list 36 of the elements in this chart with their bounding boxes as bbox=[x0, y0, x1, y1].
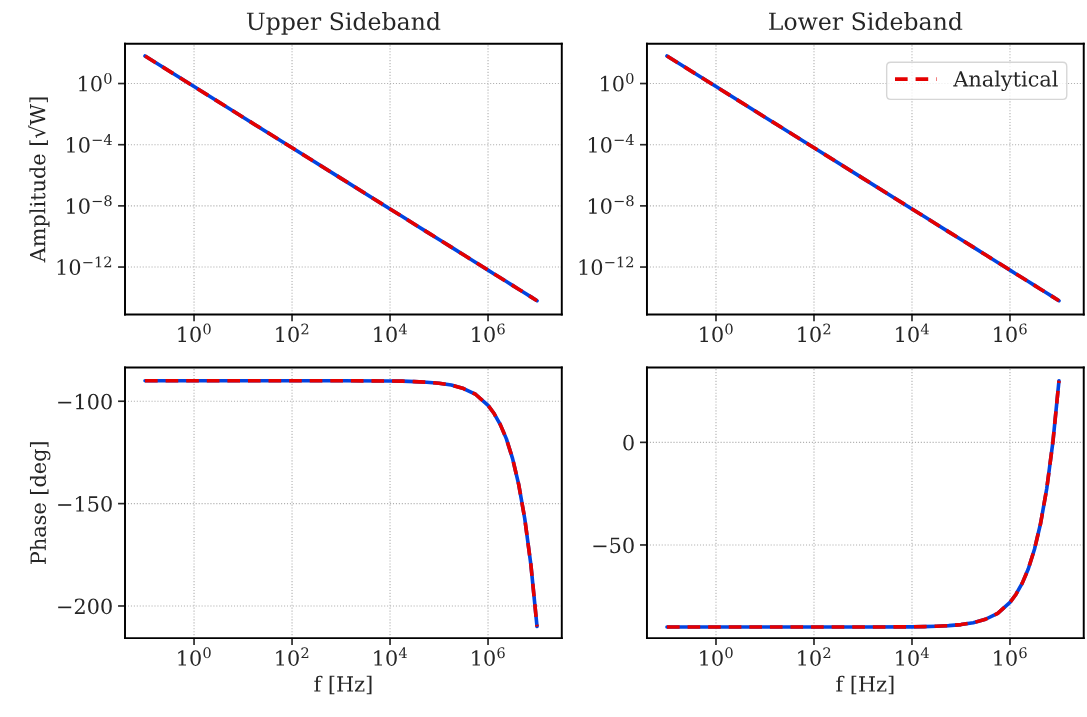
x-tick-label: 10$^{4}$ bbox=[374, 647, 407, 666]
y-tick-label: 0 bbox=[623, 434, 634, 451]
y-tick-label: 10$^{−12}$ bbox=[579, 256, 634, 276]
y-axis-title: Amplitude [√W] bbox=[28, 97, 50, 263]
x-tick-label: 10$^{0}$ bbox=[178, 647, 211, 666]
y-tick-label: 10$^{−4}$ bbox=[588, 134, 634, 153]
x-tick-label: 10$^{6}$ bbox=[472, 323, 505, 343]
x-tick-label: 10$^{2}$ bbox=[798, 323, 831, 343]
x-axis-title: f [Hz] bbox=[314, 675, 372, 695]
x-tick-label: 10$^{4}$ bbox=[374, 323, 407, 343]
x-tick-label: 10$^{4}$ bbox=[896, 323, 929, 343]
y-axis-title: Phase [deg] bbox=[29, 442, 51, 565]
x-tick-label: 10$^{0}$ bbox=[178, 323, 211, 343]
x-tick-label: 10$^{0}$ bbox=[700, 323, 733, 343]
x-tick-label: 10$^{6}$ bbox=[472, 647, 505, 666]
y-tick-label: −50 bbox=[593, 537, 634, 554]
chart-title: Upper Sideband bbox=[246, 11, 441, 35]
y-tick-label: −200 bbox=[58, 598, 112, 615]
y-tick-label: 10$^{0}$ bbox=[601, 72, 634, 92]
x-axis-title: f [Hz] bbox=[836, 675, 894, 695]
legend-label: Analytical bbox=[953, 70, 1058, 92]
y-tick-label: −100 bbox=[58, 393, 112, 410]
y-tick-label: 10$^{−8}$ bbox=[588, 195, 634, 214]
chart-title: Lower Sideband bbox=[769, 11, 963, 31]
x-tick-label: 10$^{6}$ bbox=[994, 323, 1027, 343]
x-tick-label: 10$^{0}$ bbox=[700, 647, 733, 666]
x-tick-label: 10$^{2}$ bbox=[276, 647, 309, 666]
x-tick-label: 10$^{2}$ bbox=[276, 323, 309, 343]
x-tick-label: 10$^{6}$ bbox=[994, 647, 1027, 666]
x-tick-label: 10$^{4}$ bbox=[896, 647, 929, 666]
x-tick-label: 10$^{2}$ bbox=[798, 647, 831, 666]
y-tick-label: 10$^{−4}$ bbox=[66, 134, 112, 153]
y-tick-label: 10$^{−12}$ bbox=[57, 256, 112, 276]
y-tick-label: 10$^{−8}$ bbox=[66, 195, 112, 214]
y-tick-label: −150 bbox=[58, 496, 112, 512]
y-tick-label: 10$^{0}$ bbox=[79, 72, 112, 92]
